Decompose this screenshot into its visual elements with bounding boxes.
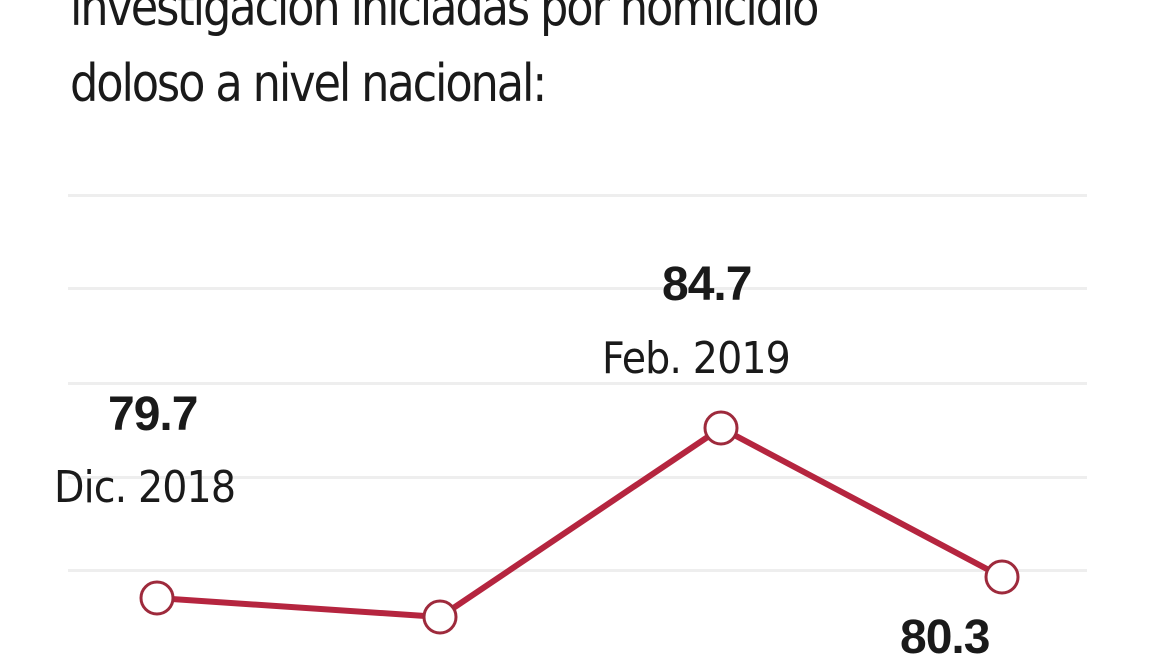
gridline: [68, 476, 1087, 479]
data-point-marker: [139, 580, 175, 616]
data-label-date: Dic. 2018: [54, 462, 236, 513]
data-label-date: Feb. 2019: [602, 333, 791, 384]
data-series-line: [156, 425, 1004, 620]
data-label-value: 80.3: [900, 611, 990, 664]
chart-title-line-1: investigación iniciadas por homicidio: [70, 0, 819, 38]
line-plot: [139, 410, 1020, 635]
data-point-marker: [984, 559, 1020, 595]
data-point-marker: [703, 410, 739, 446]
data-label-value: 84.7: [662, 258, 752, 311]
gridline: [68, 194, 1087, 197]
gridline: [68, 569, 1087, 572]
chart-title-line-2: doloso a nivel nacional:: [70, 54, 547, 114]
data-label-value: 79.7: [108, 388, 198, 441]
gridline: [68, 382, 1087, 385]
gridline: [68, 287, 1087, 290]
data-point-marker: [422, 599, 458, 635]
